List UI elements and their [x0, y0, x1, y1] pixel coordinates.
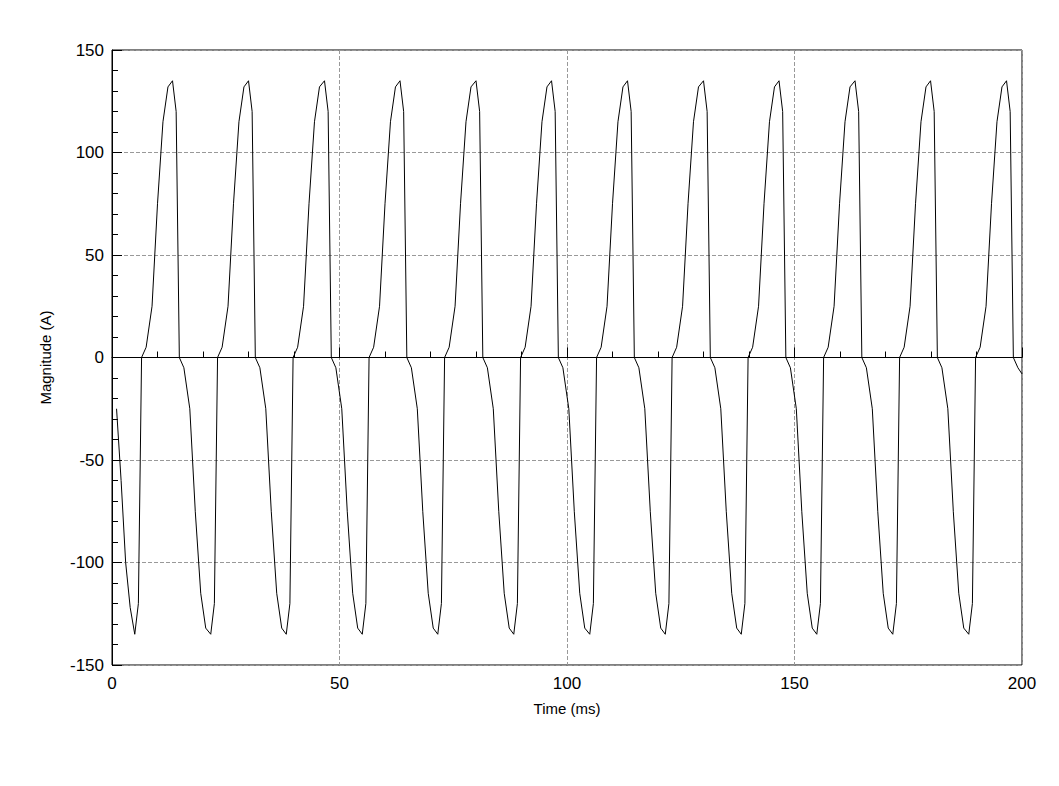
svg-text:50: 50 [330, 674, 349, 693]
svg-text:0: 0 [95, 348, 104, 367]
svg-text:150: 150 [780, 674, 808, 693]
svg-text:-50: -50 [79, 451, 104, 470]
svg-text:100: 100 [76, 143, 104, 162]
svg-text:-100: -100 [70, 553, 104, 572]
svg-text:50: 50 [85, 246, 104, 265]
svg-text:100: 100 [553, 674, 581, 693]
svg-text:200: 200 [1008, 674, 1036, 693]
svg-text:-150: -150 [70, 656, 104, 675]
svg-text:0: 0 [107, 674, 116, 693]
svg-text:Time (ms): Time (ms) [534, 700, 601, 717]
svg-text:150: 150 [76, 41, 104, 60]
svg-text:Magnitude (A): Magnitude (A) [37, 310, 54, 404]
